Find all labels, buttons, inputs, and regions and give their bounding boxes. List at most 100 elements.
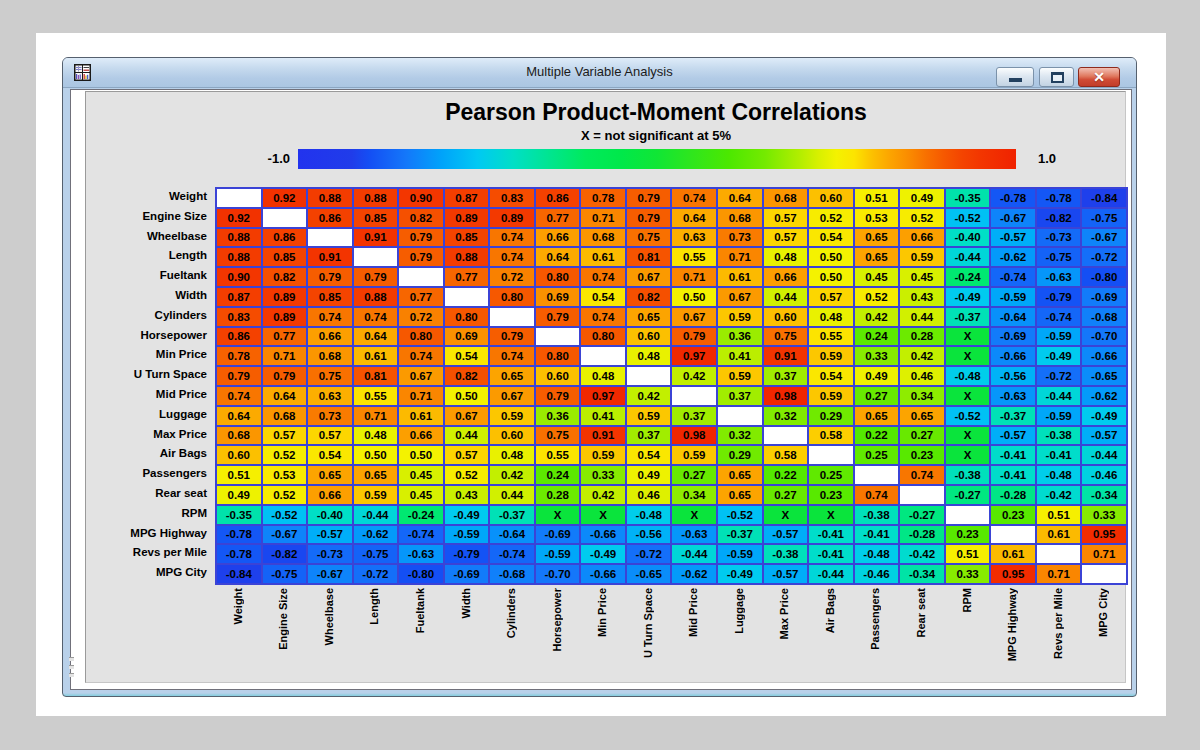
matrix-cell bbox=[809, 446, 853, 464]
matrix-cell: 0.50 bbox=[445, 387, 489, 405]
matrix-cell: 0.78 bbox=[581, 189, 625, 207]
matrix-cell: 0.83 bbox=[490, 189, 534, 207]
matrix-cell: 0.82 bbox=[399, 209, 443, 227]
matrix-cell bbox=[308, 229, 352, 247]
matrix-cell bbox=[490, 308, 534, 326]
matrix-cell: -0.66 bbox=[991, 347, 1035, 365]
matrix-cell: -0.44 bbox=[354, 506, 398, 524]
matrix-cell: 0.57 bbox=[445, 446, 489, 464]
matrix-cell: 0.74 bbox=[581, 268, 625, 286]
column-label: Length bbox=[368, 588, 380, 625]
matrix-cell: 0.63 bbox=[308, 387, 352, 405]
matrix-cell: -0.79 bbox=[445, 545, 489, 563]
matrix-cell: -0.57 bbox=[764, 526, 808, 544]
matrix-cell: -0.66 bbox=[581, 565, 625, 583]
matrix-cell: -0.74 bbox=[1037, 308, 1081, 326]
matrix-cell: -0.24 bbox=[399, 506, 443, 524]
matrix-cell: -0.63 bbox=[1037, 268, 1081, 286]
matrix-cell: 0.97 bbox=[672, 347, 716, 365]
matrix-cell: 0.80 bbox=[581, 328, 625, 346]
matrix-cell: 0.88 bbox=[354, 189, 398, 207]
matrix-cell: 0.42 bbox=[855, 308, 899, 326]
matrix-cell: X bbox=[946, 347, 990, 365]
matrix-cell: 0.60 bbox=[536, 367, 580, 385]
matrix-cell bbox=[991, 526, 1035, 544]
matrix-cell: 0.42 bbox=[900, 347, 944, 365]
window-titlebar[interactable]: Multiple Variable Analysis ✕ bbox=[63, 58, 1136, 88]
matrix-cell bbox=[445, 288, 489, 306]
matrix-cell: 0.45 bbox=[900, 268, 944, 286]
matrix-cell bbox=[1082, 565, 1126, 583]
matrix-cell: 0.67 bbox=[718, 288, 762, 306]
matrix-cell: 0.86 bbox=[536, 189, 580, 207]
column-label: Cylinders bbox=[505, 588, 517, 638]
matrix-cell: -0.67 bbox=[1082, 229, 1126, 247]
row-label: Fueltank bbox=[86, 266, 207, 286]
matrix-cell: 0.74 bbox=[900, 466, 944, 484]
matrix-cell: 0.23 bbox=[809, 486, 853, 504]
color-scale-bar bbox=[298, 149, 1016, 169]
matrix-cell: 0.67 bbox=[627, 268, 671, 286]
matrix-cell: 0.37 bbox=[672, 407, 716, 425]
matrix-cell: -0.67 bbox=[308, 565, 352, 583]
matrix-cell: 0.59 bbox=[490, 407, 534, 425]
matrix-cell bbox=[217, 189, 261, 207]
matrix-cell: 0.86 bbox=[308, 209, 352, 227]
matrix-cell: 0.80 bbox=[399, 328, 443, 346]
row-label: Horsepower bbox=[86, 326, 207, 346]
matrix-cell: 0.74 bbox=[490, 248, 534, 266]
matrix-cell: X bbox=[672, 506, 716, 524]
column-label: RPM bbox=[961, 588, 973, 612]
matrix-cell: 0.69 bbox=[445, 328, 489, 346]
matrix-cell: 0.77 bbox=[263, 328, 307, 346]
matrix-cell: -0.38 bbox=[1037, 427, 1081, 445]
matrix-cell: -0.38 bbox=[946, 466, 990, 484]
matrix-cell: 0.42 bbox=[490, 466, 534, 484]
matrix-cell: -0.37 bbox=[946, 308, 990, 326]
matrix-cell: 0.37 bbox=[718, 387, 762, 405]
matrix-cell: -0.84 bbox=[217, 565, 261, 583]
minimize-button[interactable] bbox=[996, 67, 1034, 87]
matrix-cell: -0.37 bbox=[490, 506, 534, 524]
matrix-cell: 0.66 bbox=[308, 328, 352, 346]
matrix-cell: 0.81 bbox=[627, 248, 671, 266]
matrix-cell: 0.73 bbox=[718, 229, 762, 247]
matrix-cell: 0.82 bbox=[263, 268, 307, 286]
chart-subtitle: X = not significant at 5% bbox=[86, 128, 1200, 143]
row-label: Air Bags bbox=[86, 444, 207, 464]
matrix-cell: -0.57 bbox=[764, 565, 808, 583]
matrix-cell: 0.79 bbox=[627, 189, 671, 207]
matrix-cell: 0.71 bbox=[1037, 565, 1081, 583]
matrix-cell: -0.72 bbox=[1082, 248, 1126, 266]
pane-resize-notches[interactable] bbox=[69, 657, 74, 683]
matrix-cell: 0.68 bbox=[217, 427, 261, 445]
matrix-cell: -0.70 bbox=[1082, 328, 1126, 346]
matrix-cell: 0.60 bbox=[764, 308, 808, 326]
matrix-cell: -0.59 bbox=[991, 288, 1035, 306]
matrix-cell: 0.88 bbox=[445, 248, 489, 266]
matrix-cell: 0.67 bbox=[399, 367, 443, 385]
matrix-cell: -0.57 bbox=[1082, 427, 1126, 445]
matrix-cell: 0.65 bbox=[855, 248, 899, 266]
matrix-cell: 0.85 bbox=[308, 288, 352, 306]
column-label: MPG Highway bbox=[1006, 588, 1018, 661]
close-button[interactable]: ✕ bbox=[1078, 67, 1120, 87]
matrix-cell: -0.67 bbox=[991, 209, 1035, 227]
matrix-cell: -0.48 bbox=[946, 367, 990, 385]
maximize-button[interactable] bbox=[1039, 67, 1074, 87]
matrix-cell: -0.52 bbox=[946, 209, 990, 227]
matrix-cell: -0.69 bbox=[1082, 288, 1126, 306]
matrix-cell: 0.82 bbox=[627, 288, 671, 306]
matrix-cell: 0.46 bbox=[627, 486, 671, 504]
matrix-cell: 0.33 bbox=[1082, 506, 1126, 524]
color-scale-max-label: 1.0 bbox=[1038, 151, 1098, 166]
matrix-cell: -0.75 bbox=[263, 565, 307, 583]
column-label: Max Price bbox=[778, 588, 790, 639]
matrix-cell: 0.59 bbox=[809, 347, 853, 365]
matrix-cell: -0.44 bbox=[1082, 446, 1126, 464]
matrix-cell: -0.68 bbox=[490, 565, 534, 583]
matrix-cell: X bbox=[536, 506, 580, 524]
matrix-cell: -0.49 bbox=[946, 288, 990, 306]
matrix-cell: 0.45 bbox=[399, 486, 443, 504]
matrix-cell: -0.80 bbox=[1082, 268, 1126, 286]
